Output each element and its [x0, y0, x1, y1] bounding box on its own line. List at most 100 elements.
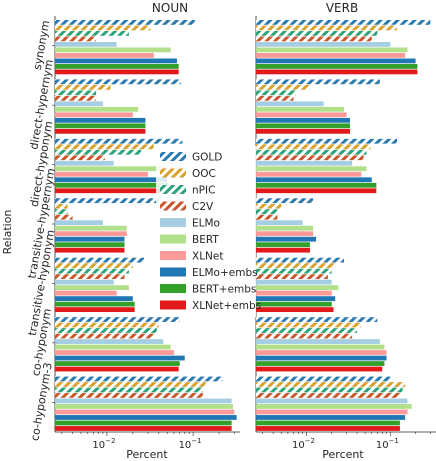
legend-swatch: [160, 152, 186, 161]
bar-xlnet: [256, 409, 408, 415]
bar-c2v: [256, 333, 353, 339]
bar-gold: [256, 198, 314, 204]
bar-gold: [256, 376, 391, 382]
bar-xlnet-embs: [256, 426, 400, 431]
legend-label: BERT+embs: [192, 284, 256, 296]
bar-gold: [55, 376, 223, 382]
plot-area: 10−2 10−1synonymdirect-hypernymdirect-hyp…: [25, 16, 436, 451]
legend-label: nPIC: [192, 185, 215, 197]
legend-item-xlnet: XLNet: [160, 251, 223, 263]
bar-npic: [55, 209, 68, 215]
bar-elmo: [55, 42, 117, 47]
bar-npic: [55, 328, 157, 333]
bar-gold: [256, 20, 431, 25]
relation-group-co-hyponym-3: [256, 376, 412, 431]
panel-noun: 10−2 10−1synonymdirect-hypernymdirect-hyp…: [25, 16, 240, 451]
bar-bert-embs: [55, 64, 179, 69]
bar-npic: [256, 328, 357, 333]
legend-swatch: [160, 267, 186, 277]
bar-npic: [55, 268, 129, 274]
x-axis-label-verb: Percent: [322, 448, 364, 461]
bar-c2v: [256, 274, 328, 280]
bar-elmo: [256, 398, 408, 404]
x-tick-base: 10: [92, 440, 105, 451]
bar-xlnet-embs: [256, 128, 350, 134]
bar-bert: [256, 225, 314, 231]
bar-npic: [55, 31, 129, 36]
bar-c2v: [55, 274, 125, 280]
bar-bert-embs: [256, 182, 377, 188]
legend-label: GOLD: [192, 152, 222, 164]
bar-bert: [55, 47, 171, 53]
x-tick-label: 10−1: [376, 437, 399, 451]
bar-ooc: [256, 382, 406, 387]
relation-group-co-hyponym: [256, 317, 387, 372]
relation-group-direct-hyponym: [55, 138, 183, 194]
bar-elmo-embs: [55, 58, 177, 64]
bar-elmo-embs: [55, 355, 185, 361]
bar-ooc: [55, 263, 133, 269]
bar-ooc: [256, 84, 310, 90]
y-axis-label: Relation: [1, 210, 14, 255]
bar-elmo-embs: [55, 296, 133, 302]
bar-xlnet: [55, 53, 154, 58]
bar-xlnet: [55, 171, 149, 177]
relation-group-transitive-hyponym: [55, 257, 145, 313]
x-tick-exponent: −2: [105, 437, 115, 445]
relation-group-transitive-hyponym: [256, 257, 344, 313]
bar-gold: [55, 138, 183, 144]
bar-ooc: [256, 144, 371, 150]
bar-ooc: [256, 322, 362, 328]
legend-label: OOC: [192, 168, 216, 180]
bar-bert-embs: [55, 242, 125, 248]
bar-bert-embs: [55, 301, 135, 307]
bar-bert-embs: [55, 182, 169, 188]
legend: GOLD OOC nPIC C2V ELMo BERT XLNet ELMo+embs BERT…: [156, 146, 261, 317]
bar-xlnet-embs: [256, 307, 334, 313]
relation-group-co-hyponym: [55, 317, 185, 372]
bar-bert: [256, 344, 385, 350]
legend-item-npic: nPIC: [160, 185, 215, 197]
bar-elmo-embs: [256, 58, 416, 64]
x-tick-exponent: −2: [305, 437, 315, 445]
bar-elmo: [256, 279, 332, 285]
bar-c2v: [55, 393, 203, 398]
relation-group-transitive-hypernym: [55, 198, 159, 253]
bar-ooc: [55, 203, 68, 209]
relation-group-synonym: [256, 20, 431, 75]
bar-c2v: [256, 155, 364, 161]
relation-group-direct-hyponym: [256, 138, 398, 194]
bar-bert-embs: [55, 361, 180, 366]
x-axis-label-noun: Percent: [126, 448, 168, 461]
bar-elmo: [55, 160, 114, 166]
bar-elmo: [55, 339, 164, 344]
bar-ooc: [256, 25, 398, 31]
bar-xlnet: [55, 231, 127, 237]
bar-xlnet-embs: [55, 426, 232, 431]
bar-gold: [256, 79, 380, 85]
bar-gold: [256, 257, 344, 263]
bar-c2v: [256, 393, 400, 398]
bar-bert-embs: [55, 420, 232, 426]
bar-ooc: [55, 322, 159, 328]
x-tick-label: 10−2: [92, 437, 115, 451]
bar-npic: [55, 90, 97, 96]
bar-bert: [256, 404, 412, 409]
bar-elmo: [256, 160, 353, 166]
x-tick-base: 10: [376, 440, 389, 451]
bar-npic: [256, 31, 378, 36]
bar-xlnet-embs: [55, 307, 135, 313]
bar-c2v: [256, 95, 294, 101]
bar-xlnet: [256, 231, 314, 237]
legend-swatch: [160, 251, 186, 260]
bar-elmo: [55, 101, 103, 107]
relation-group-direct-hypernym: [256, 79, 380, 134]
bar-xlnet: [256, 53, 406, 58]
bar-bert: [55, 225, 127, 231]
bar-gold: [55, 317, 180, 322]
bar-elmo: [256, 42, 391, 47]
bar-xlnet: [55, 409, 235, 415]
relation-group-transitive-hypernym: [256, 198, 317, 253]
legend-item-elmo: ELMo: [160, 218, 220, 230]
legend-label: BERT: [192, 234, 219, 246]
